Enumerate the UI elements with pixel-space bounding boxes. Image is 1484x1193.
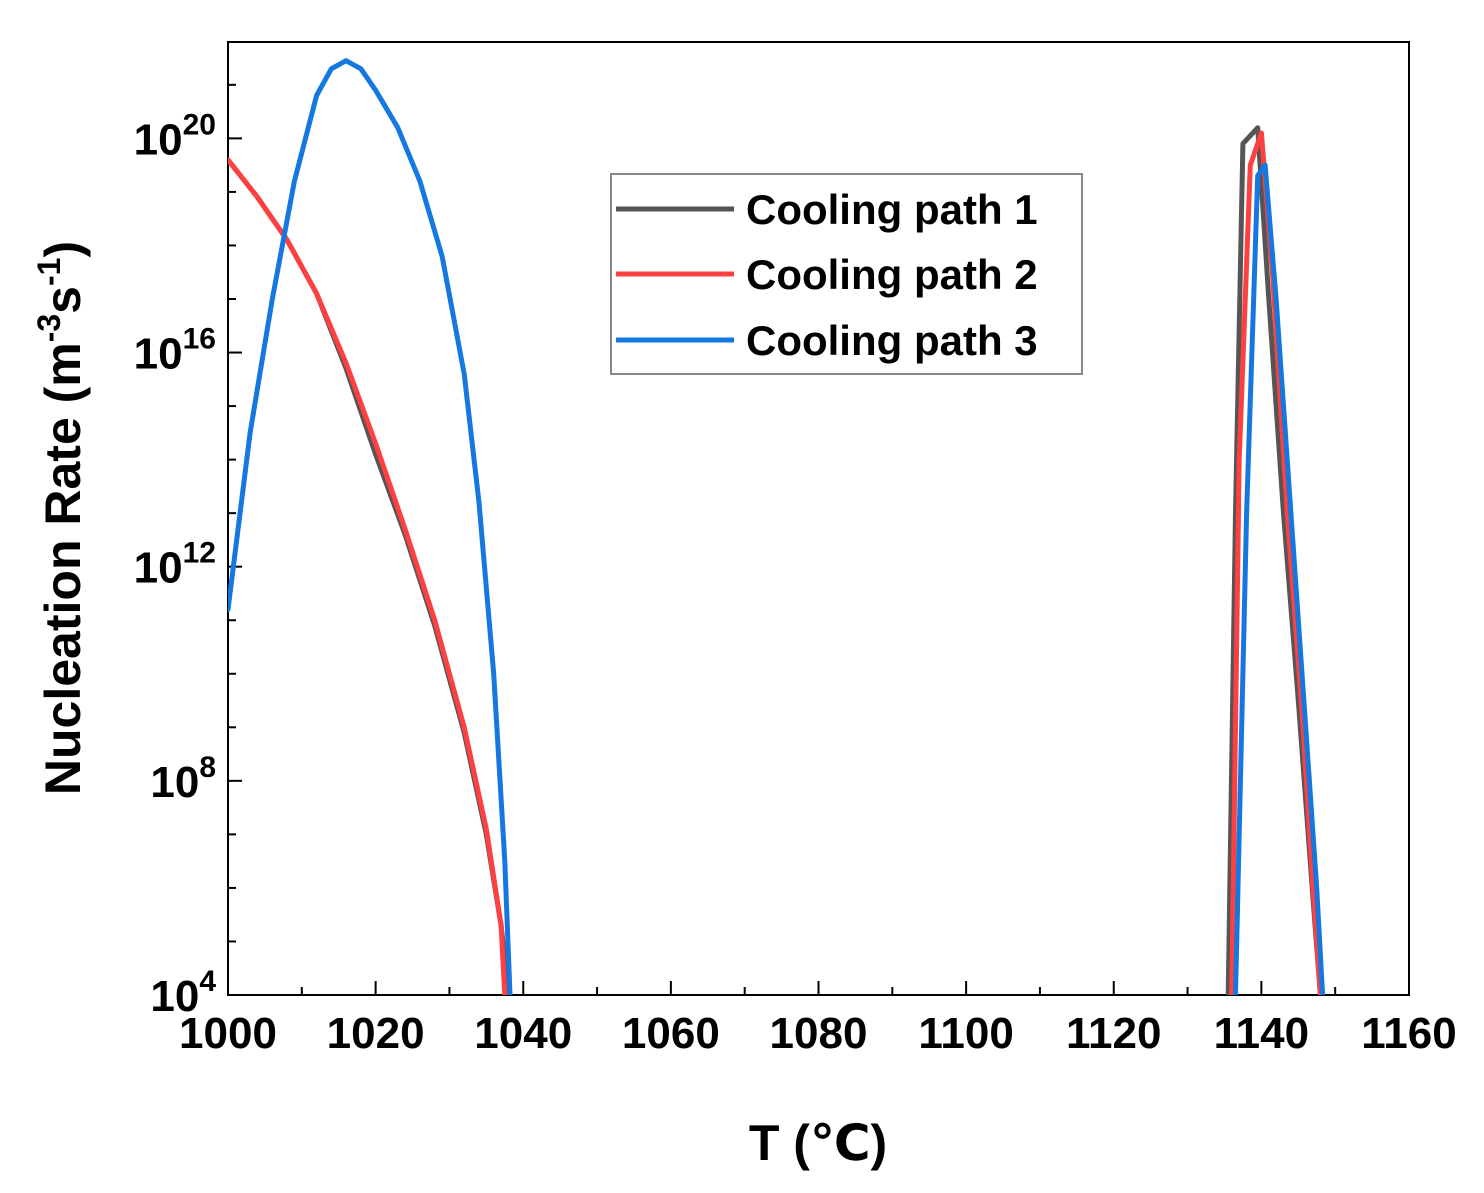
- y-axis-title-mid: s: [35, 286, 91, 314]
- y-tick-label: 1016: [134, 323, 216, 379]
- y-axis-title: Nucleation Rate (m-3s-1): [31, 241, 91, 795]
- axis-ticks: [227, 83, 1410, 996]
- y-tick-base: 10: [134, 115, 183, 164]
- y-tick-exponent: 20: [183, 108, 216, 141]
- y-tick-label: 108: [150, 751, 216, 807]
- x-tick-label: 1080: [770, 1009, 868, 1058]
- series-group: [228, 58, 1326, 995]
- y-tick-exponent: 12: [183, 537, 216, 570]
- legend: Cooling path 1 Cooling path 2 Cooling pa…: [610, 173, 1083, 375]
- x-tick-label: 1060: [622, 1009, 720, 1058]
- x-tick-label: 1100: [918, 1009, 1013, 1058]
- y-tick-base: 10: [150, 972, 199, 1021]
- legend-label-2: Cooling path 2: [746, 251, 1038, 298]
- legend-label-3: Cooling path 3: [746, 317, 1038, 364]
- legend-label-1: Cooling path 1: [746, 186, 1038, 233]
- x-tick-label: 1140: [1214, 1009, 1309, 1058]
- x-tick-label: 1000: [179, 1009, 277, 1058]
- x-tick-label: 1120: [1066, 1009, 1161, 1058]
- x-tick-label: 1020: [327, 1009, 425, 1058]
- series-line-3: [1233, 162, 1326, 995]
- x-tick-label: 1040: [474, 1009, 572, 1058]
- y-tick-base: 10: [134, 544, 183, 593]
- y-tick-label: 1012: [134, 537, 216, 593]
- series-line-3: [228, 58, 513, 995]
- x-tick-labels: 1000 1020 1040 1060 1080 1100 1120 1140 1160: [179, 1009, 1457, 1058]
- y-axis-title-end: ): [35, 241, 91, 258]
- y-axis-title-sup1: -3: [31, 314, 67, 342]
- y-axis-title-main: Nucleation Rate (m: [35, 342, 91, 795]
- y-axis-title-sup2: -1: [31, 258, 67, 286]
- y-tick-base: 10: [134, 330, 183, 379]
- y-tick-label: 104: [150, 965, 216, 1021]
- y-tick-base: 10: [150, 758, 199, 807]
- y-tick-exponent: 16: [183, 323, 216, 356]
- y-tick-exponent: 4: [199, 965, 216, 998]
- y-tick-exponent: 8: [199, 751, 216, 784]
- x-axis-title: T (℃): [749, 1115, 887, 1171]
- y-tick-label: 1020: [134, 108, 216, 164]
- x-tick-label: 1160: [1361, 1009, 1456, 1058]
